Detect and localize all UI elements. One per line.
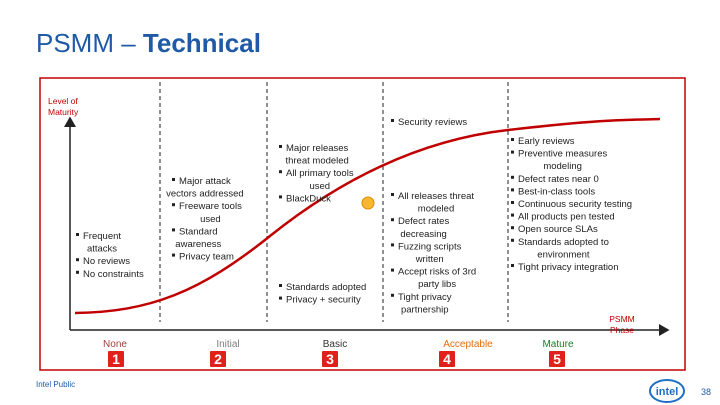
bullet-marker <box>279 170 282 174</box>
bullet-text: Tight privacy integration <box>518 262 619 273</box>
phase-number: 2 <box>214 351 222 367</box>
bullet-text: threat modeled <box>285 156 348 167</box>
page-number: 38 <box>701 387 711 397</box>
bullet-text: used <box>309 181 330 192</box>
bullet-text: modeling <box>543 161 582 172</box>
bullet-text: partnership <box>401 304 449 315</box>
phase-number-box <box>108 351 124 367</box>
frame <box>39 77 686 371</box>
phase-number: 4 <box>443 351 451 367</box>
bullet-text: Standard <box>179 226 218 237</box>
bullet-text: All products pen tested <box>518 212 615 223</box>
bullet-text: Defect rates <box>398 216 449 227</box>
bullet-text: Defect rates near 0 <box>518 174 599 185</box>
bullet-text: Early reviews <box>518 136 575 147</box>
bullet-marker <box>391 218 394 222</box>
bullet-text: Standards adopted <box>286 282 366 293</box>
bullet-text: All primary tools <box>286 168 354 179</box>
phase-number-box <box>549 351 565 367</box>
bullet-marker <box>76 233 79 236</box>
phase-dividers <box>159 82 509 322</box>
bullet-marker <box>172 178 175 181</box>
bullet-marker <box>279 145 282 148</box>
phase-number: 3 <box>326 351 334 367</box>
bullet-text: Continuous security testing <box>518 199 632 210</box>
bullet-text: attacks <box>87 244 117 255</box>
bullet-marker <box>172 203 175 207</box>
bullet-marker <box>172 228 175 232</box>
slide-title: PSMM – Technical <box>36 28 261 58</box>
bullet-text: No reviews <box>83 256 130 267</box>
phase-label: Mature <box>542 339 574 350</box>
bullet-text: party libs <box>418 279 456 290</box>
phase-label: None <box>103 339 127 350</box>
bullet-text: Preventive measures <box>518 149 607 160</box>
bullet-marker <box>511 213 514 217</box>
phase-number-box <box>439 351 455 367</box>
bullet-text: environment <box>537 249 590 260</box>
phase-label: Acceptable <box>443 339 493 350</box>
y-axis-label: Level of <box>48 96 78 106</box>
bullet-text: No constraints <box>83 269 144 280</box>
title-regular: PSMM – <box>36 28 143 58</box>
y-axis-label: Maturity <box>48 107 79 117</box>
bullet-text: decreasing <box>400 229 446 240</box>
bullet-marker <box>511 150 514 154</box>
bullet-text: All releases threat <box>398 191 474 202</box>
bullet-marker <box>511 238 514 242</box>
bullet-text: used <box>200 214 221 225</box>
phase-label: Initial <box>216 339 239 350</box>
bullet-marker <box>511 138 514 141</box>
bullet-text: Fuzzing scripts <box>398 241 462 252</box>
bullet-text: Major attack <box>179 176 231 187</box>
bullet-text: modeled <box>418 204 454 215</box>
bullet-text: Privacy + security <box>286 295 361 306</box>
bullet-text: Open source SLAs <box>518 224 598 235</box>
bullet-marker <box>511 226 514 230</box>
bullet-text: Frequent <box>83 231 121 242</box>
phase-label: Basic <box>323 339 347 350</box>
bullet-marker <box>76 258 79 262</box>
bullet-text: awareness <box>175 239 221 250</box>
x-axis-label: PSMM <box>609 314 635 324</box>
logo-ring <box>649 379 685 403</box>
bullet-marker <box>511 175 514 179</box>
bullet-text: Tight privacy <box>398 292 452 303</box>
bullet-marker <box>391 119 394 122</box>
bullet-text: Privacy team <box>179 252 234 263</box>
bullet-text: Accept risks of 3rd <box>398 267 476 278</box>
bullet-marker <box>511 264 514 267</box>
bullet-text: vectors addressed <box>166 189 244 200</box>
curve-marker <box>361 196 375 210</box>
bullet-marker <box>511 201 514 204</box>
bullet-marker <box>76 270 79 274</box>
bullet-marker <box>511 188 514 192</box>
phase-number-box <box>210 351 226 367</box>
bullet-text: BlackDuck <box>286 193 331 204</box>
bullet-text: Security reviews <box>398 117 467 128</box>
maturity-curve <box>74 117 661 315</box>
classification: Intel Public <box>36 380 75 389</box>
bullet-marker <box>391 193 394 196</box>
bullet-text: Standards adopted to <box>518 237 609 248</box>
logo: intel <box>656 386 679 398</box>
bullet-marker <box>391 293 394 297</box>
bullet-marker <box>279 296 282 300</box>
phase-number: 1 <box>112 351 120 367</box>
bullet-marker <box>172 253 175 257</box>
phase-number: 5 <box>553 351 561 367</box>
x-axis-label: Phase <box>610 325 634 335</box>
bullet-text: Freeware tools <box>179 201 242 212</box>
bullet-text: Major releases <box>286 143 349 154</box>
bullet-text: Best-in-class tools <box>518 186 595 197</box>
title-bold: Technical <box>143 28 261 58</box>
bullet-text: written <box>415 254 444 265</box>
bullet-marker <box>391 268 394 272</box>
bullet-marker <box>391 243 394 247</box>
bullet-marker <box>279 284 282 287</box>
bullet-marker <box>279 195 282 199</box>
phase-number-box <box>322 351 338 367</box>
